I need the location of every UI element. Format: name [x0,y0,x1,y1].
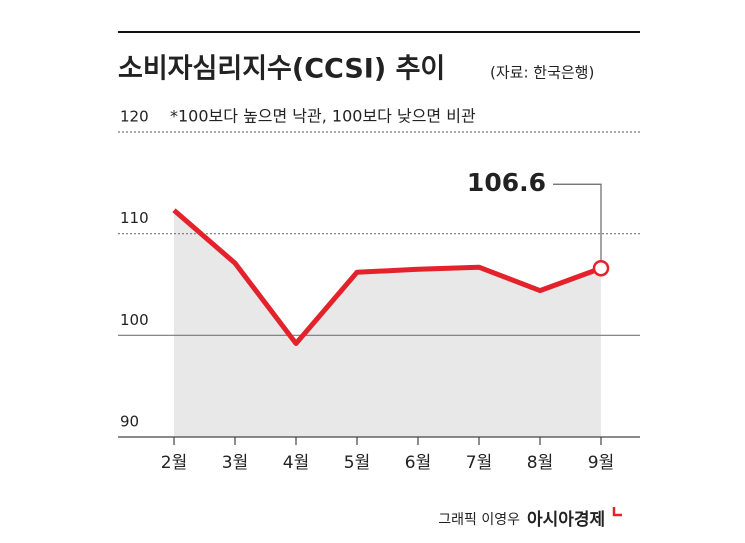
x-tick-label: 4월 [283,453,309,473]
x-tick-label: 6월 [405,453,431,473]
publisher-logo [612,507,622,517]
x-tick-label: 3월 [222,453,248,473]
leader-line [553,183,602,261]
x-tick-label: 2월 [161,453,187,473]
chart-title: 소비자심리지수(CCSI) 추이 [118,54,445,85]
data-label: 106.6 [467,168,546,197]
chart-note: *100보다 높으면 낙관, 100보다 낮으면 비관 [170,107,476,126]
line [172,208,602,346]
credit: 그래픽 이영우 [438,512,520,528]
y-tick-label: 120 [120,108,149,126]
y-tick-label: 100 [120,311,149,329]
point [592,259,610,277]
x-tick-label: 9월 [588,453,614,473]
publisher: 아시아경제 [527,510,605,530]
x-tick-label: 7월 [466,453,492,473]
x-tick-label: 8월 [527,453,553,473]
area [174,210,601,437]
y-tick-label: 110 [120,209,149,227]
y-tick-label: 90 [120,413,139,431]
x-tick-label: 5월 [344,453,370,473]
chart-source: (자료: 한국은행) [490,64,594,82]
